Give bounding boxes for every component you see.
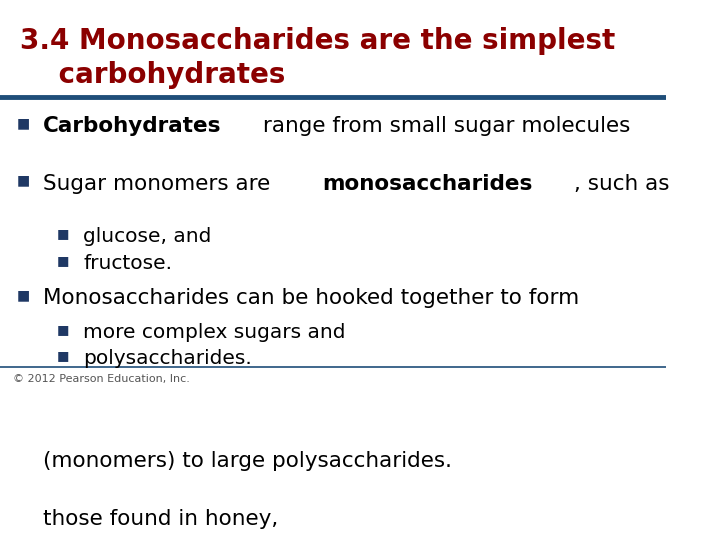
Text: fructose.: fructose.: [84, 254, 172, 273]
Text: 3.4 Monosaccharides are the simplest
    carbohydrates: 3.4 Monosaccharides are the simplest car…: [20, 27, 615, 89]
Text: Carbohydrates: Carbohydrates: [43, 117, 222, 137]
Text: ■: ■: [57, 227, 69, 240]
Text: , such as: , such as: [574, 174, 670, 194]
Text: polysaccharides.: polysaccharides.: [84, 349, 252, 368]
Text: Monosaccharides can be hooked together to form: Monosaccharides can be hooked together t…: [43, 288, 580, 308]
Text: glucose, and: glucose, and: [84, 227, 212, 246]
Text: ■: ■: [57, 323, 69, 336]
Text: (monomers) to large polysaccharides.: (monomers) to large polysaccharides.: [43, 451, 452, 471]
Text: ■: ■: [17, 288, 30, 302]
Text: ■: ■: [57, 254, 69, 267]
Text: ■: ■: [17, 174, 30, 188]
Text: © 2012 Pearson Education, Inc.: © 2012 Pearson Education, Inc.: [14, 374, 190, 384]
Text: monosaccharides: monosaccharides: [323, 174, 533, 194]
Text: range from small sugar molecules: range from small sugar molecules: [256, 117, 631, 137]
Text: those found in honey,: those found in honey,: [43, 509, 279, 529]
Text: ■: ■: [57, 349, 69, 362]
Text: ■: ■: [17, 117, 30, 131]
Text: Sugar monomers are: Sugar monomers are: [43, 174, 277, 194]
Text: more complex sugars and: more complex sugars and: [84, 323, 346, 342]
